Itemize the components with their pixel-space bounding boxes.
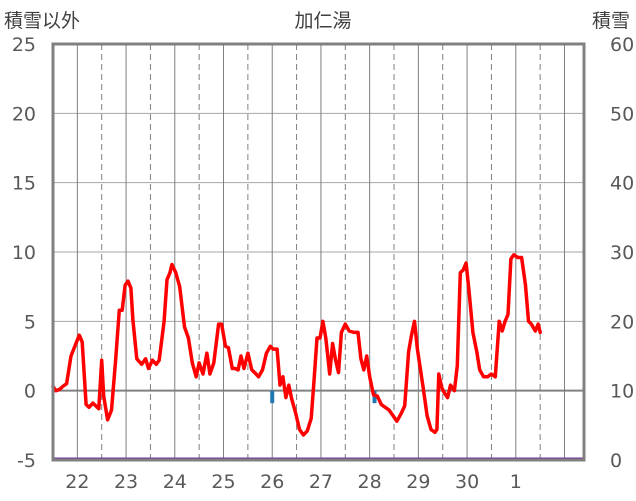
temperature-line [51, 253, 542, 437]
x-tick-label: 29 [406, 471, 430, 493]
left-tick-label: 5 [24, 311, 36, 333]
right-tick-label: 10 [610, 381, 634, 403]
horizontal-gridlines [53, 112, 584, 322]
x-tick-label: 1 [510, 471, 522, 493]
right-tick-label: 0 [610, 450, 622, 472]
x-tick-label: 24 [163, 471, 187, 493]
right-tick-label: 20 [610, 311, 634, 333]
left-axis-ticks: 25 20 15 10 5 0 -5 [12, 34, 36, 472]
right-tick-label: 50 [610, 103, 634, 125]
right-tick-label: 40 [610, 173, 634, 195]
x-tick-label: 30 [455, 471, 479, 493]
grid [53, 44, 584, 460]
chart-title: 加仁湯 [294, 10, 351, 32]
x-tick-label: 27 [309, 471, 333, 493]
x-tick-label: 28 [358, 471, 382, 493]
x-axis-ticks: 22 23 24 25 26 27 28 29 30 1 [65, 471, 522, 493]
precipitation-bar [270, 390, 275, 404]
x-tick-label: 26 [260, 471, 284, 493]
x-tick-label: 22 [65, 471, 89, 493]
right-axis-ticks: 60 50 40 30 20 10 0 [610, 34, 634, 472]
left-tick-label: -5 [17, 450, 36, 472]
left-tick-label: 0 [24, 381, 36, 403]
left-tick-label: 15 [12, 173, 36, 195]
plot-frame [51, 42, 586, 462]
left-tick-label: 25 [12, 34, 36, 56]
x-tick-label: 25 [211, 471, 235, 493]
left-tick-label: 20 [12, 103, 36, 125]
left-axis-label: 積雪以外 [4, 10, 80, 32]
right-tick-label: 30 [610, 242, 634, 264]
left-tick-label: 10 [12, 242, 36, 264]
right-tick-label: 60 [610, 34, 634, 56]
right-axis-label: 積雪 [592, 10, 630, 32]
x-tick-label: 23 [114, 471, 138, 493]
